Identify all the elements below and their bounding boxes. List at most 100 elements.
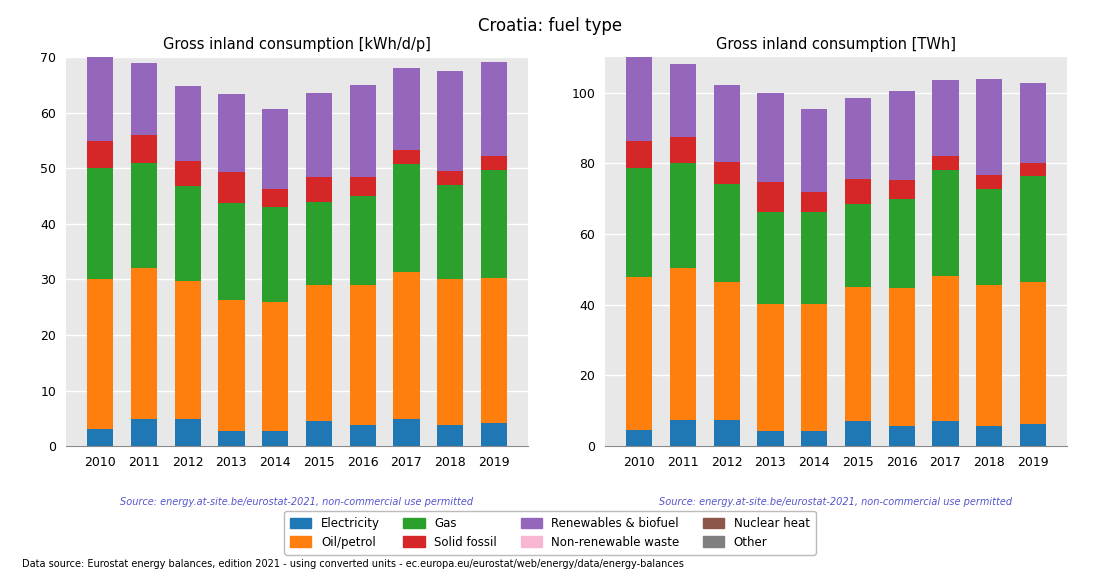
Bar [87,141,113,168]
Bar [1020,84,1046,163]
Bar [394,68,419,150]
Bar [218,203,244,300]
Bar [976,80,1002,175]
Bar [626,168,652,277]
Bar [670,163,696,268]
Bar [481,423,507,446]
Bar [175,186,200,281]
Bar [481,156,507,170]
Bar [131,163,157,268]
Bar [714,85,739,161]
Bar [394,272,419,419]
Bar [670,420,696,446]
Bar [845,422,871,446]
Bar [1020,424,1046,446]
Bar [757,182,783,212]
Bar [218,94,244,172]
Bar [626,277,652,430]
Bar [889,180,915,200]
Bar [714,185,739,282]
Bar [757,93,783,182]
Bar [845,204,871,287]
Bar [626,430,652,446]
Bar [976,426,1002,446]
Bar [933,80,958,156]
Bar [350,425,376,446]
Bar [976,189,1002,284]
Bar [801,192,827,212]
Bar [262,301,288,431]
Bar [757,304,783,431]
Bar [131,268,157,419]
Bar [131,135,157,163]
Bar [175,281,200,419]
Bar [350,285,376,425]
Bar [801,431,827,446]
Title: Gross inland consumption [TWh]: Gross inland consumption [TWh] [716,37,956,52]
Text: Croatia: fuel type: Croatia: fuel type [477,17,623,35]
Bar [670,64,696,137]
Bar [714,282,739,420]
Bar [437,185,463,280]
Bar [350,177,376,196]
Bar [889,426,915,446]
Bar [131,419,157,446]
Bar [757,212,783,304]
Bar [626,141,652,168]
Bar [845,287,871,422]
Bar [87,280,113,430]
Bar [933,156,958,170]
Bar [394,150,419,164]
Bar [262,207,288,301]
Bar [845,98,871,179]
Bar [350,85,376,177]
Bar [437,280,463,425]
Bar [262,189,288,207]
Bar [1020,283,1046,424]
Bar [175,419,200,446]
Text: Source: energy.at-site.be/eurostat-2021, non-commercial use permitted: Source: energy.at-site.be/eurostat-2021,… [120,496,474,507]
Bar [262,431,288,446]
Bar [976,284,1002,426]
Legend: Electricity, Oil/petrol, Gas, Solid fossil, Renewables & biofuel, Non-renewable : Electricity, Oil/petrol, Gas, Solid foss… [284,511,816,555]
Bar [394,419,419,446]
Bar [131,63,157,135]
Bar [218,300,244,431]
Bar [670,268,696,420]
Bar [481,62,507,156]
Title: Gross inland consumption [kWh/d/p]: Gross inland consumption [kWh/d/p] [163,37,431,52]
Bar [87,57,113,141]
Bar [626,55,652,141]
Bar [306,285,332,421]
Bar [87,430,113,446]
Bar [218,431,244,446]
Bar [306,93,332,177]
Bar [1020,176,1046,283]
Bar [933,420,958,446]
Bar [845,179,871,204]
Bar [889,92,915,180]
Bar [933,276,958,420]
Bar [976,175,1002,189]
Bar [87,168,113,280]
Bar [437,425,463,446]
Bar [801,304,827,431]
Bar [757,431,783,446]
Bar [262,109,288,189]
Bar [1020,163,1046,176]
Bar [889,288,915,426]
Bar [306,177,332,202]
Bar [437,71,463,171]
Bar [670,137,696,163]
Bar [394,164,419,272]
Bar [350,196,376,285]
Bar [889,200,915,288]
Bar [714,420,739,446]
Bar [175,161,200,186]
Bar [801,109,827,192]
Text: Data source: Eurostat energy balances, edition 2021 - using converted units - ec: Data source: Eurostat energy balances, e… [22,559,684,569]
Bar [801,212,827,304]
Bar [714,161,739,185]
Bar [481,279,507,423]
Bar [481,170,507,279]
